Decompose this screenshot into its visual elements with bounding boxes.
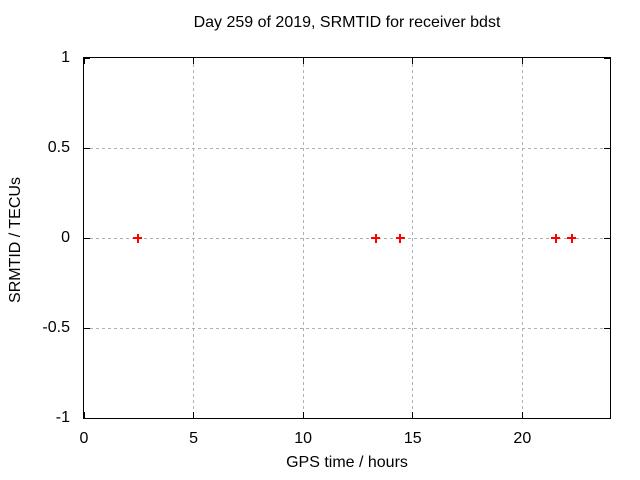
data-point-marker [133,233,143,243]
x-tick-mark-top [412,58,414,64]
x-tick-mark-bottom [193,412,195,418]
y-tick-label: -1 [55,409,70,426]
gridline-horizontal [84,327,610,329]
x-tick-label: 10 [294,430,313,447]
y-tick-label: 0.5 [47,139,70,156]
data-point-marker [567,233,577,243]
y-tick-mark-left [84,58,90,59]
data-point-marker [395,233,405,243]
y-tick-mark-right [604,58,610,59]
x-axis-label: GPS time / hours [286,454,408,471]
x-tick-mark-bottom [302,412,304,418]
x-tick-mark-bottom [521,412,523,418]
y-tick-mark-left [84,237,90,239]
plot-area [83,57,611,419]
x-tick-label: 0 [79,430,89,447]
chart-title: Day 259 of 2019, SRMTID for receiver bds… [193,14,501,31]
x-tick-mark-bottom [84,412,85,418]
x-tick-label: 5 [189,430,199,447]
y-tick-label: -0.5 [42,319,70,336]
y-tick-mark-left [84,327,90,329]
y-tick-mark-right [604,147,610,149]
x-tick-label: 15 [403,430,422,447]
y-tick-label: 1 [61,49,70,66]
x-tick-mark-top [521,58,523,64]
data-point-marker [551,233,561,243]
x-tick-mark-top [193,58,195,64]
x-tick-mark-bottom [412,412,414,418]
x-tick-mark-top [302,58,304,64]
x-tick-mark-top [84,58,85,64]
y-tick-mark-left [84,417,90,418]
y-tick-label: 0 [61,229,70,246]
y-tick-mark-left [84,147,90,149]
gridline-horizontal [84,147,610,149]
x-tick-label: 20 [513,430,532,447]
y-tick-mark-right [604,327,610,329]
data-point-marker [371,233,381,243]
y-tick-mark-right [604,237,610,239]
gridline-horizontal [84,237,610,239]
y-tick-mark-right [604,417,610,418]
